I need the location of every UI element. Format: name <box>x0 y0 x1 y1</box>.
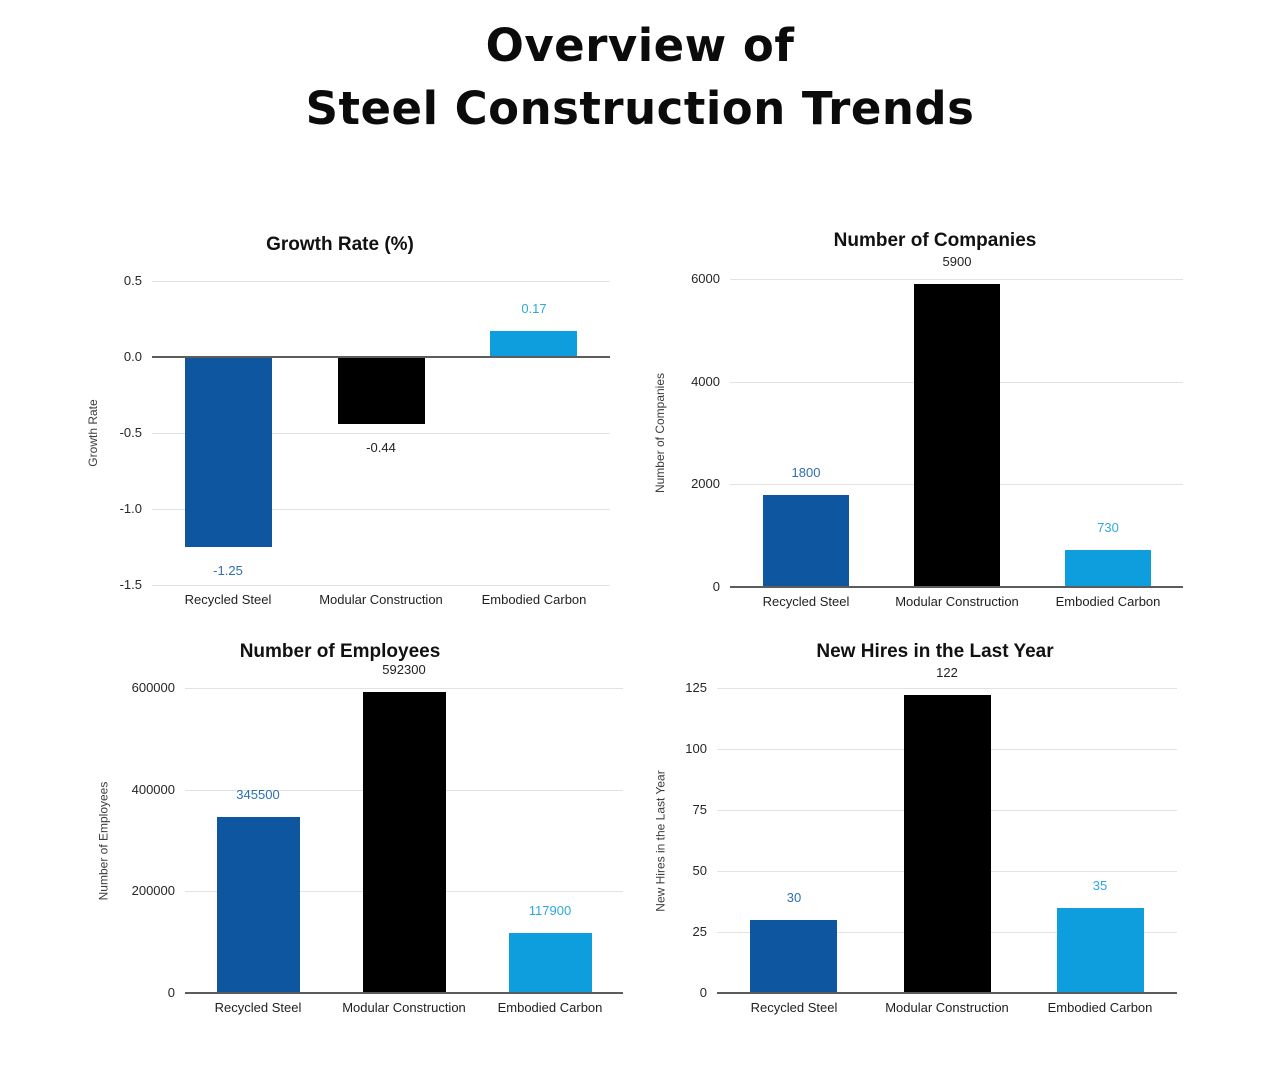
y-axis-title: New Hires in the Last Year <box>653 769 667 912</box>
bar <box>904 695 991 993</box>
chart-title: Growth Rate (%) <box>266 234 414 255</box>
gridline <box>717 688 1177 689</box>
bar <box>185 357 272 547</box>
bar-value-label: 345500 <box>236 787 280 803</box>
bar-value-label: 35 <box>1092 877 1108 893</box>
bar-value-label: 1800 <box>791 464 821 480</box>
bar <box>763 494 849 587</box>
chart-title: Number of Employees <box>239 641 441 662</box>
bar <box>338 357 425 424</box>
bar-value-label: -0.44 <box>366 439 396 455</box>
category-label: Modular Construction <box>342 1000 466 1015</box>
y-tick-label: 125 <box>685 680 707 695</box>
gridline <box>185 688 623 689</box>
x-axis-line <box>730 586 1183 588</box>
plot-area: 125 100 75 50 25 0 30 Recycled Steel 122 Modular … <box>685 665 1177 1015</box>
chart-title: New Hires in the Last Year <box>816 641 1054 662</box>
y-tick-label: -1.5 <box>119 577 142 592</box>
category-label: Embodied Carbon <box>1047 1000 1153 1015</box>
y-tick-label: 0.5 <box>123 273 142 288</box>
bar <box>1065 549 1151 587</box>
bar-value-label: 117900 <box>528 903 572 919</box>
bar <box>363 691 446 993</box>
chart-new-hires: New Hires in the Last Year New Hires in … <box>650 633 1220 1043</box>
y-tick-label: -1.0 <box>119 501 142 516</box>
x-axis-line <box>185 992 623 994</box>
bar-value-label: 30 <box>786 889 802 905</box>
gridline <box>152 585 610 586</box>
chart-growth-rate: Growth Rate (%) Growth Rate 0.5 0.0 -0.5 -1… <box>60 226 620 626</box>
y-tick-label: -0.5 <box>119 425 142 440</box>
chart-title: Number of Companies <box>833 230 1037 251</box>
bar <box>217 817 300 993</box>
y-tick-label: 2000 <box>691 476 720 492</box>
category-label: Modular Construction <box>319 592 443 607</box>
bar <box>750 919 837 993</box>
y-tick-label: 0 <box>712 579 720 594</box>
page-title: Overview of Steel Construction Trends <box>0 14 1280 140</box>
x-axis-line <box>152 356 610 358</box>
gridline <box>152 509 610 510</box>
category-label: Recycled Steel <box>214 1000 302 1015</box>
y-tick-label: 400000 <box>131 781 175 797</box>
plot-area: 6000 4000 2000 0 1800 Recycled Steel 5900 Modul… <box>691 254 1183 609</box>
gridline <box>152 433 610 434</box>
category-label: Modular Construction <box>885 1000 1009 1015</box>
bar-value-label: 730 <box>1097 519 1119 535</box>
bar <box>914 284 1000 587</box>
y-axis-title: Number of Employees <box>96 781 110 900</box>
category-label: Modular Construction <box>895 594 1019 609</box>
y-tick-label: 200000 <box>131 883 175 899</box>
category-label: Embodied Carbon <box>1055 594 1161 609</box>
chart-number-of-companies: Number of Companies Number of Companies … <box>650 226 1220 626</box>
page-title-line1: Overview of <box>485 19 795 72</box>
x-axis-line <box>717 992 1177 994</box>
y-tick-label: 100 <box>685 741 707 756</box>
bar-value-label: 0.17 <box>521 301 547 317</box>
gridline <box>730 279 1183 280</box>
chart-number-of-employees: Number of Employees Number of Employees … <box>60 633 623 1043</box>
category-label: Embodied Carbon <box>481 592 587 607</box>
y-tick-label: 75 <box>692 802 707 817</box>
bar-value-label: -1.25 <box>213 563 243 578</box>
y-tick-label: 25 <box>692 924 707 939</box>
y-tick-label: 0 <box>167 985 175 1000</box>
bar-value-label: 5900 <box>942 254 972 270</box>
y-tick-label: 600000 <box>131 680 175 695</box>
y-tick-label: 0 <box>699 985 707 1000</box>
y-tick-label: 50 <box>692 863 707 878</box>
gridline <box>152 281 610 282</box>
category-label: Recycled Steel <box>184 592 272 607</box>
category-label: Recycled Steel <box>750 1000 838 1015</box>
y-tick-label: 0.0 <box>123 349 142 364</box>
category-label: Embodied Carbon <box>497 1000 603 1015</box>
plot-area: 600000 400000 200000 0 345500 Recycled Steel 5… <box>132 662 623 1015</box>
y-tick-label: 6000 <box>691 271 720 286</box>
bar <box>490 331 577 357</box>
bar <box>509 933 592 993</box>
page-title-line2: Steel Construction Trends <box>305 82 975 135</box>
y-axis-title: Number of Companies <box>653 372 667 494</box>
bar-value-label: 592300 <box>382 661 426 677</box>
plot-area: 0.5 0.0 -0.5 -1.0 -1.5 -1.25 Recycled Steel -0.… <box>120 273 610 607</box>
bar-value-label: 122 <box>936 665 958 681</box>
bar <box>1057 907 1144 993</box>
y-tick-label: 4000 <box>691 373 720 389</box>
category-label: Recycled Steel <box>762 594 850 609</box>
